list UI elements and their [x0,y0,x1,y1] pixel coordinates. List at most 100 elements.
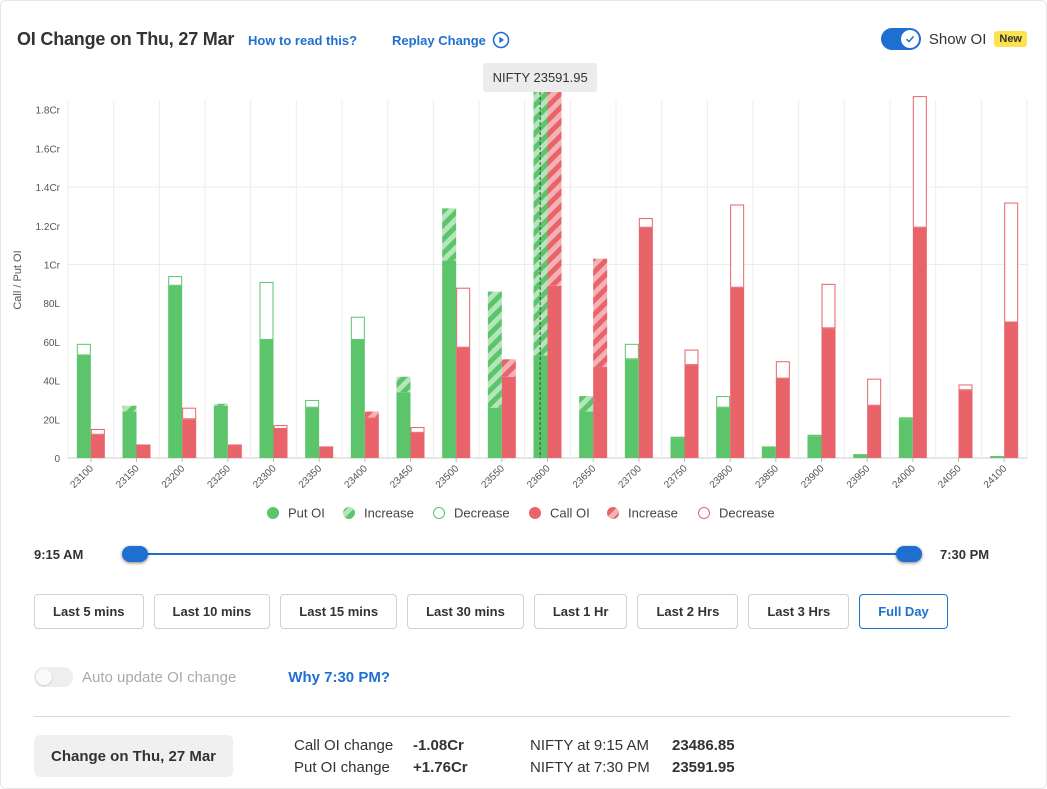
call-oi-bar[interactable] [867,405,882,458]
put-oi-bar[interactable] [259,339,274,458]
legend-item[interactable]: Decrease [433,506,510,521]
call-oi-bar[interactable] [410,432,425,458]
call-oi-bar[interactable] [364,417,379,458]
put-oi-decrease-bar[interactable] [168,276,183,286]
put-oi-bar[interactable] [898,419,913,458]
change-date-button[interactable]: Change on Thu, 27 Mar [34,735,233,777]
call-oi-decrease-bar[interactable] [182,407,197,420]
put-oi-change-value: +1.76Cr [413,759,468,776]
put-oi-decrease-bar[interactable] [716,396,731,408]
range-button-last-5-mins[interactable]: Last 5 mins [34,594,144,629]
show-oi-toggle[interactable] [880,28,921,50]
put-oi-increase-bar[interactable] [487,291,502,408]
call-oi-bar[interactable] [182,419,197,458]
put-oi-bar[interactable] [442,260,457,458]
range-button-last-3-hrs[interactable]: Last 3 Hrs [748,594,850,629]
call-oi-bar[interactable] [821,328,836,458]
put-oi-bar[interactable] [168,285,183,458]
call-oi-bar[interactable] [319,446,334,458]
replay-change-button[interactable]: Replay Change [392,31,510,49]
put-oi-bar[interactable] [807,436,822,458]
call-oi-decrease-bar[interactable] [775,361,790,379]
put-oi-bar[interactable] [533,355,548,458]
legend-item[interactable]: Put OI [267,506,325,521]
put-oi-bar[interactable] [579,411,594,458]
put-oi-decrease-bar[interactable] [898,417,913,420]
call-oi-bar[interactable] [90,434,105,458]
legend-item[interactable]: Increase [343,506,414,521]
call-oi-bar[interactable] [684,365,699,458]
range-button-last-1-hr[interactable]: Last 1 Hr [533,594,628,629]
call-oi-decrease-bar[interactable] [638,218,653,228]
range-button-full-day[interactable]: Full Day [859,594,948,629]
call-oi-bar[interactable] [227,444,242,458]
call-oi-decrease-bar[interactable] [684,349,699,366]
call-oi-bar[interactable] [912,227,927,458]
range-button-last-15-mins[interactable]: Last 15 mins [280,594,398,629]
put-oi-increase-bar[interactable] [122,405,137,412]
call-oi-increase-bar[interactable] [593,258,608,368]
call-oi-decrease-bar[interactable] [1004,202,1019,323]
put-oi-bar[interactable] [305,407,320,458]
call-oi-increase-bar[interactable] [364,411,379,418]
call-oi-bar[interactable] [136,444,151,458]
put-oi-increase-bar[interactable] [213,403,228,406]
call-oi-decrease-bar[interactable] [90,428,105,435]
why-730-link[interactable]: Why 7:30 PM? [288,668,390,686]
how-to-read-link[interactable]: How to read this? [248,33,358,48]
call-oi-bar[interactable] [775,378,790,458]
put-oi-bar[interactable] [670,438,685,458]
call-oi-bar[interactable] [1004,322,1019,458]
put-oi-bar[interactable] [122,411,137,458]
range-button-last-10-mins[interactable]: Last 10 mins [153,594,271,629]
legend-item[interactable]: Decrease [698,506,775,521]
auto-update-toggle[interactable] [34,667,73,687]
y-axis-label: Call / Put OI [12,250,24,309]
call-oi-increase-bar[interactable] [547,86,562,286]
call-oi-decrease-bar[interactable] [273,425,288,429]
call-oi-decrease-bar[interactable] [821,283,836,329]
call-oi-bar[interactable] [638,227,653,458]
call-oi-bar[interactable] [547,285,562,458]
legend-item[interactable]: Call OI [529,506,590,521]
slider-start-handle[interactable] [122,546,148,562]
call-oi-decrease-bar[interactable] [410,427,425,433]
put-oi-bar[interactable] [487,407,502,458]
put-oi-bar[interactable] [716,407,731,458]
put-oi-bar[interactable] [761,446,776,458]
call-oi-bar[interactable] [593,367,608,458]
range-button-last-30-mins[interactable]: Last 30 mins [407,594,524,629]
put-oi-decrease-bar[interactable] [807,434,822,437]
put-oi-bar[interactable] [76,355,91,458]
call-oi-bar[interactable] [456,347,471,458]
call-oi-bar[interactable] [730,287,745,458]
put-oi-bar[interactable] [350,339,365,458]
call-oi-decrease-bar[interactable] [867,378,882,406]
call-oi-decrease-bar[interactable] [730,204,745,288]
put-oi-bar[interactable] [853,454,868,458]
put-oi-decrease-bar[interactable] [624,343,639,360]
call-oi-decrease-bar[interactable] [456,287,471,348]
slider-end-handle[interactable] [896,546,922,562]
call-oi-decrease-bar[interactable] [958,384,973,391]
put-oi-decrease-bar[interactable] [76,343,91,356]
call-oi-decrease-bar[interactable] [912,96,927,228]
call-oi-bar[interactable] [501,376,516,458]
put-oi-bar[interactable] [624,359,639,458]
range-button-last-2-hrs[interactable]: Last 2 Hrs [637,594,739,629]
put-oi-decrease-bar[interactable] [305,399,320,408]
put-oi-increase-bar[interactable] [579,396,594,412]
call-oi-bar[interactable] [958,390,973,458]
put-oi-increase-bar[interactable] [396,376,411,393]
legend-item[interactable]: Increase [607,506,678,521]
time-slider-track[interactable] [134,553,909,555]
put-oi-decrease-bar[interactable] [350,316,365,340]
put-oi-bar[interactable] [213,405,228,458]
put-oi-decrease-bar[interactable] [670,436,685,439]
put-oi-increase-bar[interactable] [442,208,457,261]
call-oi-bar[interactable] [273,428,288,458]
put-oi-bar[interactable] [396,392,411,458]
call-oi-increase-bar[interactable] [501,359,516,377]
put-oi-bar[interactable] [990,456,1005,458]
put-oi-decrease-bar[interactable] [259,281,274,340]
